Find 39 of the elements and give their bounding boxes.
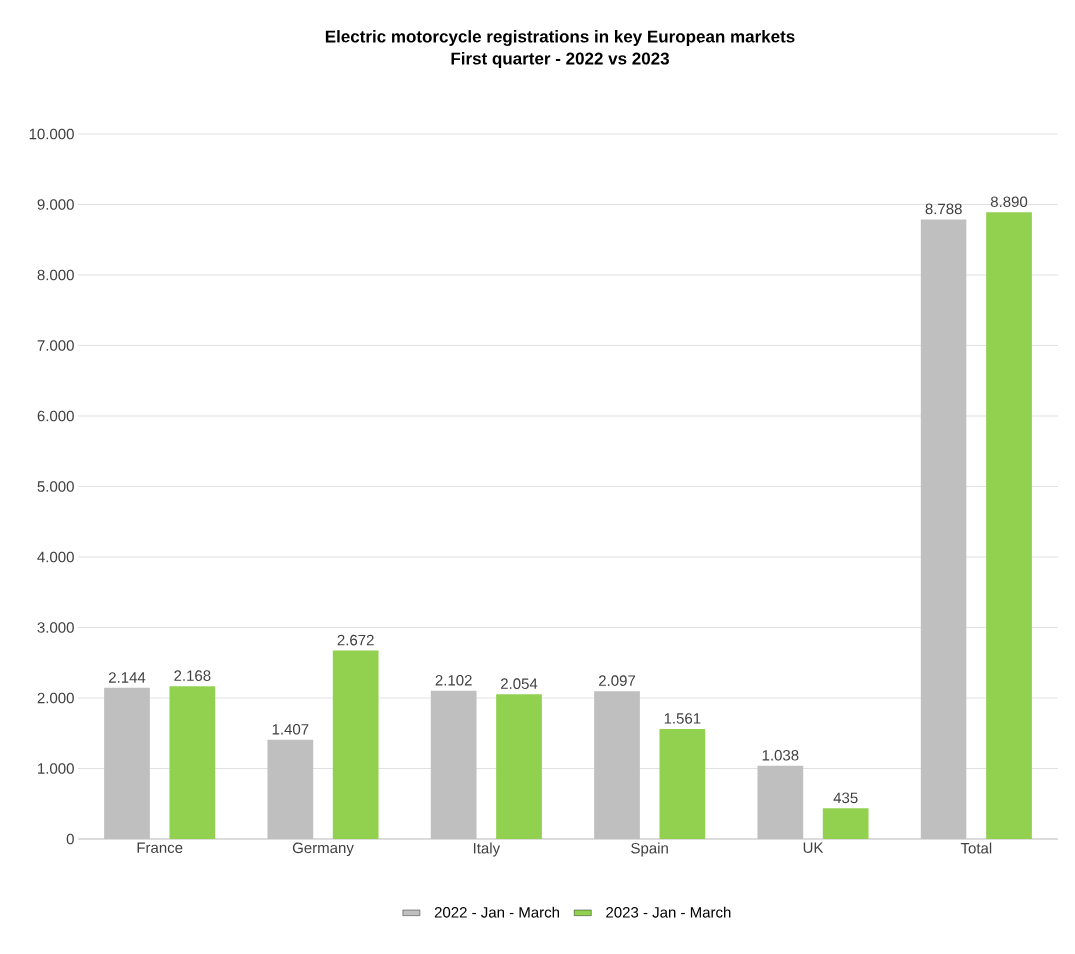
bar <box>659 728 706 839</box>
data-label: 1.038 <box>762 750 799 761</box>
chart-title: Electric motorcycle registrations in key European markets <box>325 30 795 46</box>
y-tick-label: 5.000 <box>37 481 74 492</box>
y-tick-label: 2.000 <box>37 692 74 704</box>
bar <box>822 808 869 839</box>
x-tick-label: Total <box>960 842 992 854</box>
chart-subtitle: First quarter - 2022 vs 2023 <box>451 52 669 68</box>
y-tick-label: 6.000 <box>37 410 74 422</box>
bar <box>169 686 216 839</box>
y-tick-label: 10.000 <box>29 128 74 140</box>
legend-label: 2022 - Jan - March <box>434 906 560 918</box>
data-label: 435 <box>833 792 858 804</box>
data-label: 1.407 <box>272 723 309 735</box>
bar <box>496 694 542 839</box>
bar <box>986 212 1032 839</box>
legend-label: 2023 - Jan - March <box>606 906 731 918</box>
data-label: 2.168 <box>174 670 211 681</box>
data-label: 1.561 <box>664 713 701 724</box>
data-label: 2.144 <box>108 672 146 683</box>
y-tick-label: 0 <box>66 833 74 845</box>
y-tick-label: 3.000 <box>37 622 74 633</box>
data-label: 2.097 <box>598 675 636 686</box>
y-tick-label: 1.000 <box>38 763 74 774</box>
data-label: 2.102 <box>435 674 472 686</box>
x-tick-label: Italy <box>473 842 501 857</box>
data-label: 2.054 <box>500 678 538 689</box>
bar <box>332 650 379 839</box>
x-tick-label: Spain <box>631 842 668 857</box>
x-tick-label: Germany <box>292 842 354 857</box>
x-tick-label: France <box>137 842 183 853</box>
data-label: 2.672 <box>337 634 374 646</box>
x-tick-label: UK <box>803 842 824 853</box>
data-label: 8.788 <box>925 203 962 215</box>
y-tick-label: 7.000 <box>37 340 74 351</box>
y-tick-label: 8.000 <box>37 269 74 281</box>
y-tick-label: 4.000 <box>37 551 74 563</box>
y-tick-label: 9.000 <box>37 199 74 210</box>
data-label: 8.890 <box>990 196 1028 208</box>
